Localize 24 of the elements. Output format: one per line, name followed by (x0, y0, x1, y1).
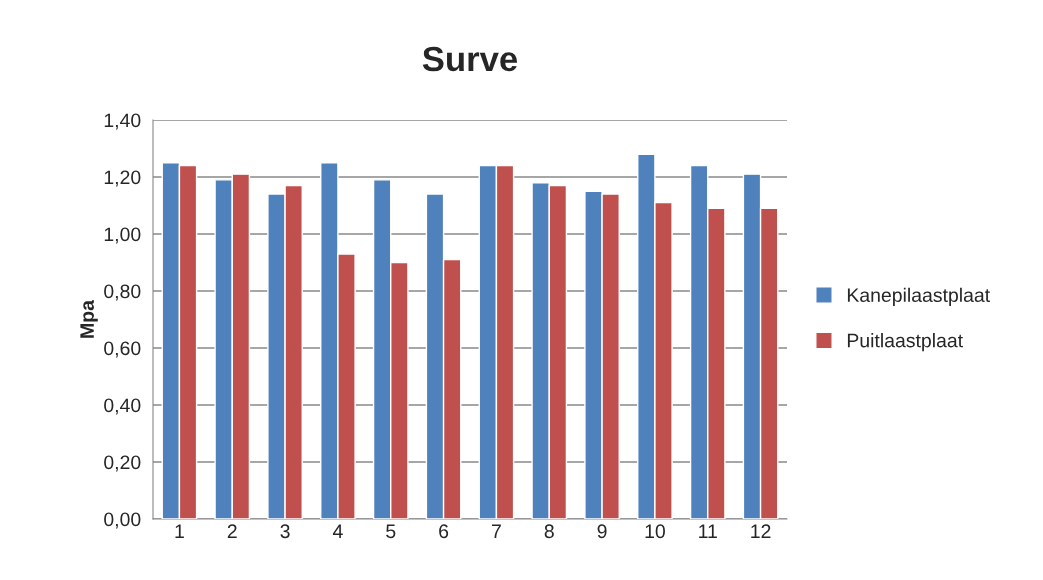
y-tick-label: 0,40 (104, 398, 141, 415)
x-tick-label: 3 (280, 524, 290, 539)
y-tick-label: 0,80 (104, 284, 141, 301)
y-tick-label: 1,20 (104, 170, 141, 187)
y-axis-title: Mpa (80, 299, 98, 338)
legend-label: Puitlaastplaat (847, 333, 963, 352)
x-tick-label: 7 (492, 524, 501, 538)
x-tick-label: 4 (332, 524, 343, 538)
y-tick-label: 1,40 (104, 113, 141, 130)
x-tick-label: 9 (597, 524, 607, 539)
chart-title: Surve (422, 46, 518, 72)
x-tick-label: 2 (227, 524, 237, 538)
x-tick-label: 5 (386, 524, 396, 539)
y-tick-label: 0,20 (104, 455, 141, 472)
x-tick-label: 8 (544, 524, 554, 539)
x-tick-label: 6 (439, 524, 449, 539)
y-tick-label: 1,00 (104, 227, 141, 244)
x-tick-label: 12 (751, 524, 771, 538)
x-tick-label: 11 (699, 524, 717, 538)
x-tick-label: 10 (645, 524, 665, 539)
y-tick-label: 0,60 (104, 341, 141, 358)
legend-label: Kanepilaastplaat (847, 287, 990, 306)
y-tick-label: 0,00 (104, 512, 141, 529)
x-tick-label: 1 (175, 524, 184, 538)
